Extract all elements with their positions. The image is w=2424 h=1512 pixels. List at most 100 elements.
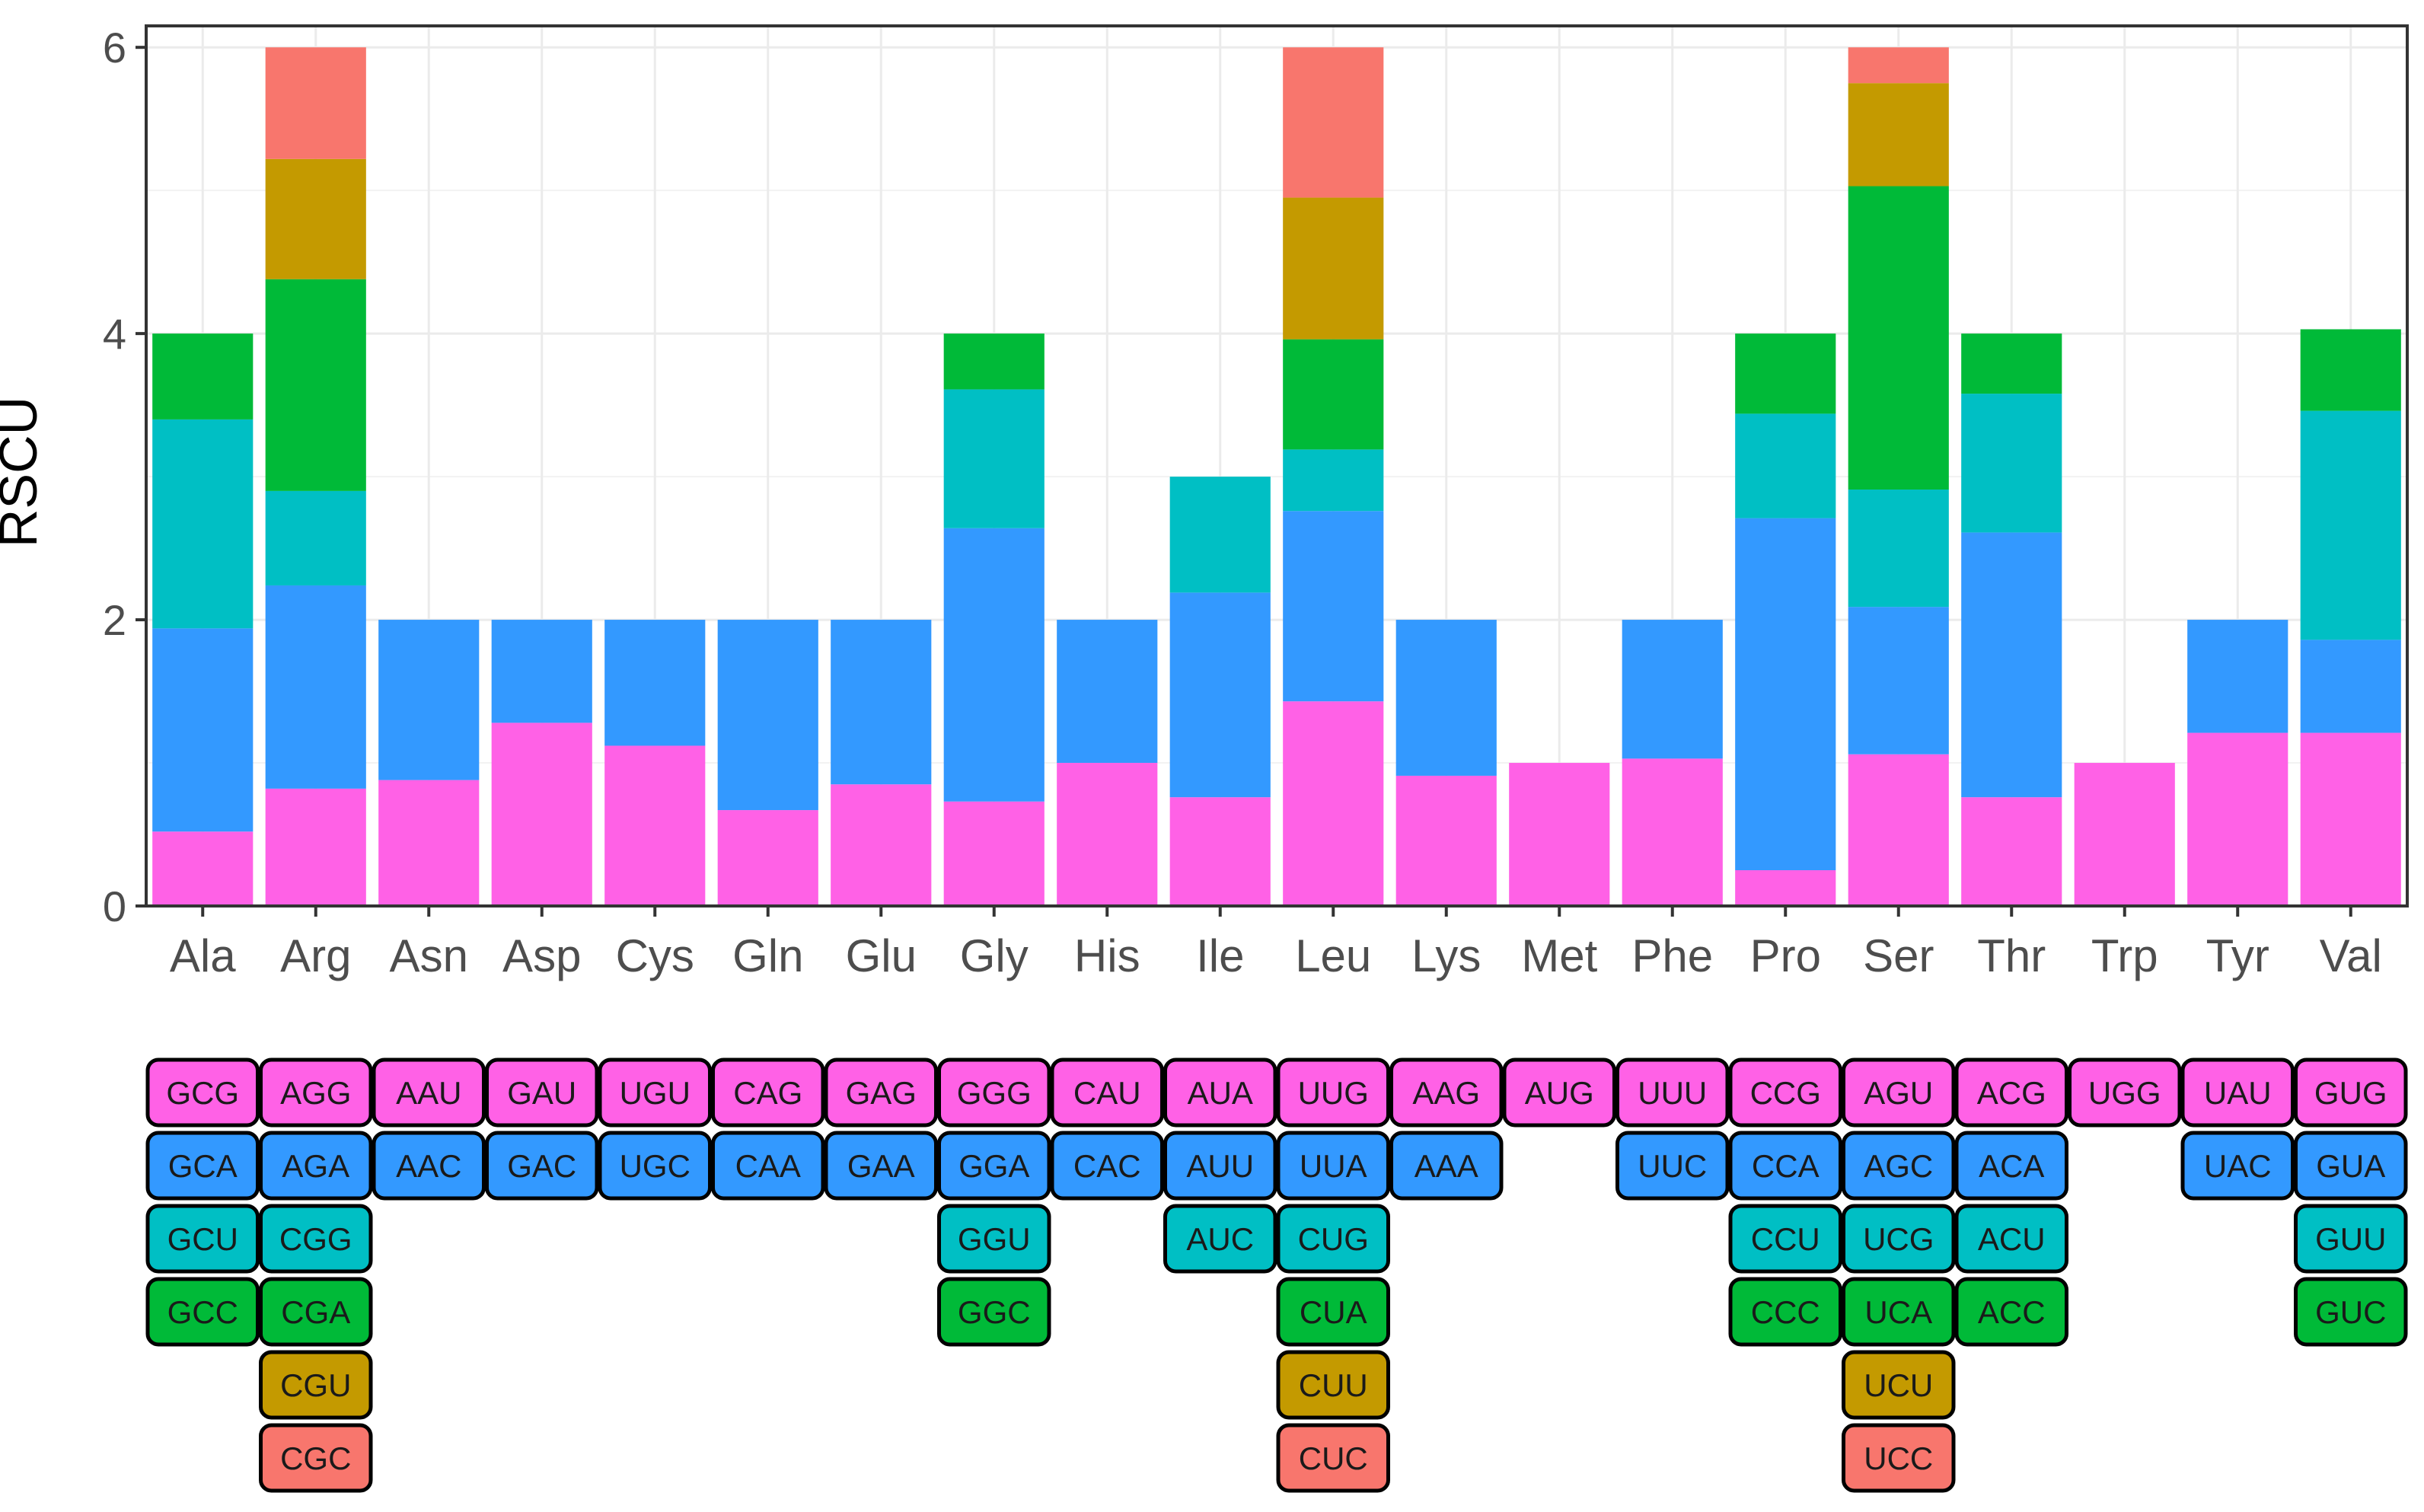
codon-label-aca: ACA (1979, 1148, 2044, 1184)
bar-segment-ser-ucu (1848, 83, 1949, 187)
bar-segment-val-gug (2300, 732, 2401, 906)
codon-box-aug (1502, 1057, 1616, 1128)
codon-box-cca (1728, 1131, 1842, 1201)
codon-box-guc (2294, 1277, 2408, 1347)
codon-label-gau: GAU (507, 1075, 576, 1111)
bar-segment-val-guu (2300, 410, 2401, 640)
codon-label-gac: GAC (507, 1148, 576, 1184)
codon-box-cau (1050, 1057, 1164, 1128)
codon-box-cuc (1276, 1423, 1390, 1493)
codon-box-ugc (598, 1131, 712, 1201)
bar-segment-ile-auc (1169, 477, 1271, 593)
codon-legend-table: GCG GCA GCU GCC AGG AGA CGG CGA CGU CGC AAU AAC GAU G… (145, 1057, 2408, 1493)
codon-box-auu (1163, 1131, 1277, 1201)
codon-label-cua: CUA (1300, 1294, 1367, 1330)
bar-segment-leu-uua (1283, 511, 1384, 702)
x-tick-label-val: Val (2320, 930, 2382, 981)
x-tick-label-arg: Arg (280, 930, 351, 981)
bar-segment-gly-ggc (943, 333, 1045, 390)
bar-segment-cys-ugu (604, 745, 706, 906)
codon-label-acg: ACG (1977, 1075, 2046, 1111)
codon-label-ccu: CCU (1751, 1221, 1820, 1257)
codon-label-agg: AGG (280, 1075, 351, 1111)
bar-segment-val-guc (2300, 329, 2401, 411)
bar-segment-asn-aau (378, 780, 480, 906)
bar-segment-ser-ucc (1848, 47, 1949, 84)
bar-segment-val-gua (2300, 640, 2401, 733)
codon-label-ugg: UGG (2088, 1075, 2161, 1111)
bar-segment-gly-gga (943, 528, 1045, 802)
codon-label-gga: GGA (958, 1148, 1029, 1184)
codon-label-guu: GUU (2315, 1221, 2386, 1257)
codon-box-gaa (824, 1131, 938, 1201)
x-tick-label-met: Met (1521, 930, 1597, 981)
x-tick-label-asn: Asn (390, 930, 468, 981)
x-tick-label-thr: Thr (1977, 930, 2046, 981)
codon-label-ggc: GGC (958, 1294, 1031, 1330)
codon-box-aag (1389, 1057, 1504, 1128)
y-tick-label: 4 (103, 310, 126, 358)
codon-label-agu: AGU (1864, 1075, 1933, 1111)
x-tick-label-tyr: Tyr (2206, 930, 2269, 981)
codon-box-cgu (259, 1350, 373, 1420)
bar-segment-leu-cuu (1283, 197, 1384, 340)
codon-label-uac: UAC (2204, 1148, 2272, 1184)
codon-box-gag (824, 1057, 938, 1128)
codon-box-ggg (937, 1057, 1051, 1128)
codon-label-ggg: GGG (957, 1075, 1032, 1111)
codon-box-agu (1842, 1057, 1956, 1128)
x-tick-label-gly: Gly (960, 930, 1029, 981)
codon-label-ucg: UCG (1863, 1221, 1934, 1257)
codon-label-ucu: UCU (1864, 1367, 1933, 1403)
codon-label-gcc: GCC (167, 1294, 238, 1330)
axes: 0 2 4 6 Ala Arg Asn Asp Cys Gln Glu Gly His Ile Leu Lys… (103, 24, 2382, 981)
codon-label-cgc: CGC (280, 1440, 351, 1476)
codon-box-auc (1163, 1204, 1277, 1274)
codon-box-ggu (937, 1204, 1051, 1274)
bar-segment-ile-auu (1169, 592, 1271, 798)
y-tick-label: 2 (103, 596, 126, 644)
bar-segment-pro-ccg (1735, 870, 1836, 906)
bar-segment-thr-acu (1961, 394, 2062, 533)
codon-label-uau: UAU (2204, 1075, 2272, 1111)
codon-box-cug (1276, 1204, 1390, 1274)
codon-label-ccg: CCG (1750, 1075, 1821, 1111)
codon-label-cug: CUG (1298, 1221, 1369, 1257)
codon-box-acu (1954, 1204, 2068, 1274)
codon-label-cca: CCA (1752, 1148, 1820, 1184)
bar-segment-asp-gau (491, 723, 592, 906)
codon-label-ccc: CCC (1751, 1294, 1820, 1330)
y-tick-label: 6 (103, 24, 126, 72)
codon-label-auu: AUU (1186, 1148, 1254, 1184)
codon-box-cuu (1276, 1350, 1390, 1420)
codon-box-gca (145, 1131, 260, 1201)
codon-label-guc: GUC (2315, 1294, 2386, 1330)
codon-box-caa (711, 1131, 825, 1201)
codon-label-gua: GUA (2316, 1148, 2385, 1184)
bar-segment-lys-aaa (1395, 620, 1497, 776)
codon-label-auc: AUC (1186, 1221, 1254, 1257)
codon-box-uua (1276, 1131, 1390, 1201)
codon-box-gau (485, 1057, 599, 1128)
bar-segment-ser-agc (1848, 607, 1949, 754)
codon-label-aac: AAC (396, 1148, 461, 1184)
bar-segment-asn-aac (378, 620, 480, 780)
codon-label-ugu: UGU (620, 1075, 691, 1111)
codon-box-gug (2294, 1057, 2408, 1128)
bar-segment-thr-aca (1961, 532, 2062, 798)
codon-box-aau (372, 1057, 486, 1128)
bar-segment-ser-ucg (1848, 490, 1949, 608)
codon-label-uuu: UUU (1638, 1075, 1707, 1111)
codon-label-gug: GUG (2314, 1075, 2387, 1111)
codon-box-ggc (937, 1277, 1051, 1347)
codon-box-gcc (145, 1277, 260, 1347)
bar-segment-tyr-uac (2187, 620, 2288, 733)
bar-segment-arg-cgg (265, 490, 366, 585)
codon-box-ugg (2068, 1057, 2182, 1128)
codon-label-ggu: GGU (958, 1221, 1031, 1257)
codon-box-aaa (1389, 1131, 1504, 1201)
codon-box-uuc (1615, 1131, 1730, 1201)
codon-label-cac: CAC (1073, 1148, 1141, 1184)
codon-box-acc (1954, 1277, 2068, 1347)
bar-segment-gly-ggg (943, 801, 1045, 906)
